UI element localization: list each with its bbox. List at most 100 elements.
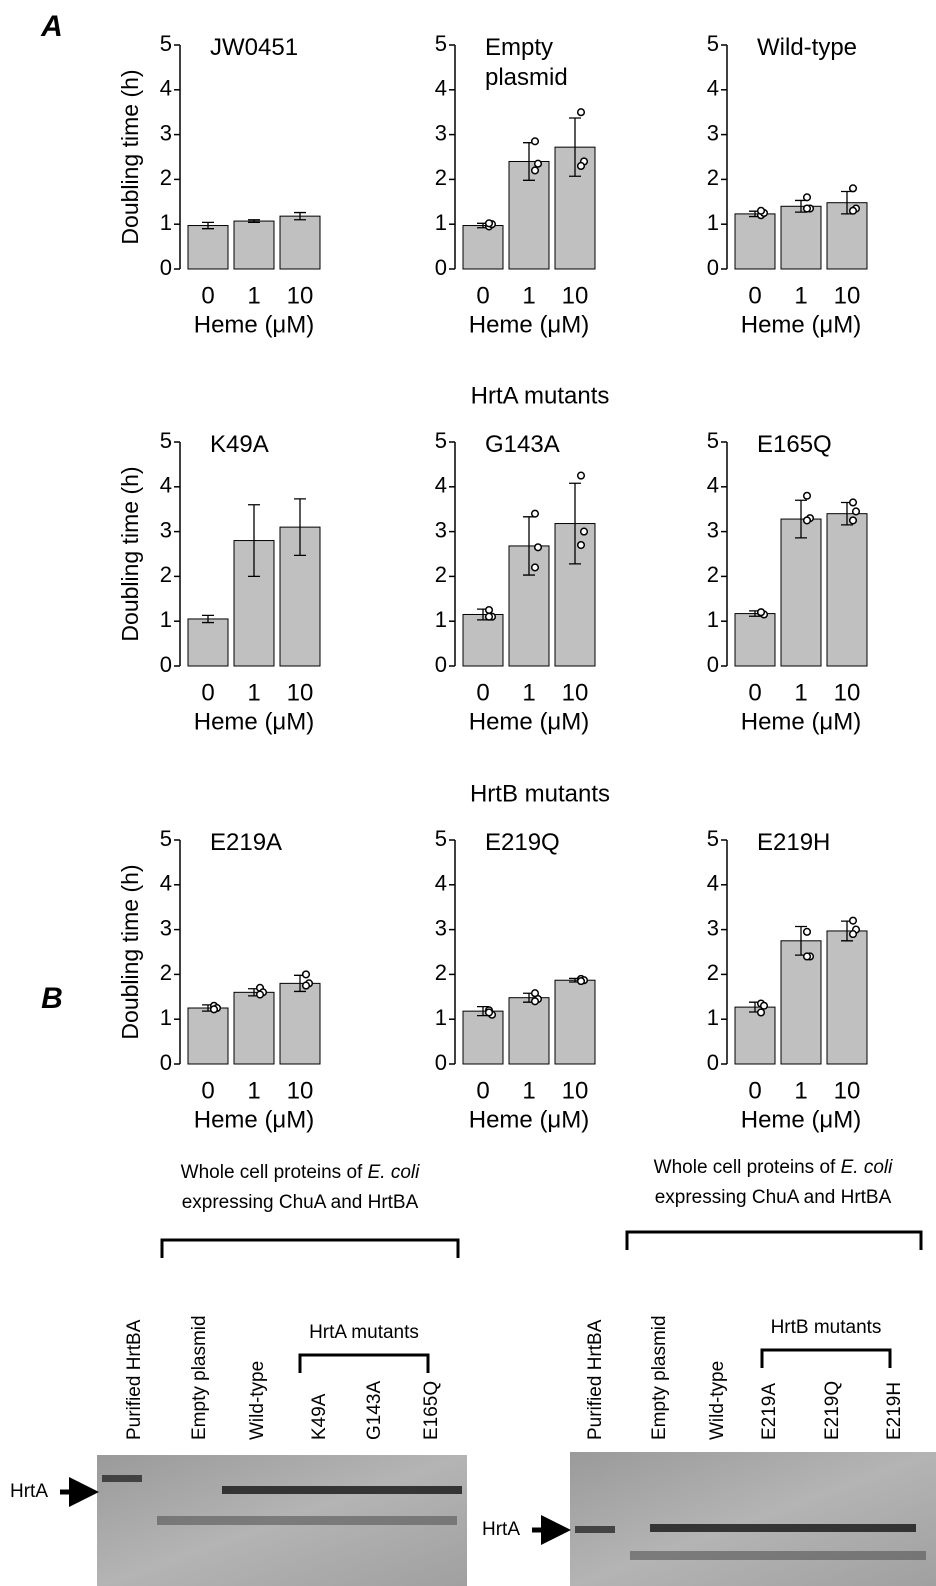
y-axis-label: Doubling time (h) bbox=[117, 864, 143, 1039]
panel-label: A bbox=[40, 10, 63, 43]
x-tick-label: 1 bbox=[247, 282, 260, 309]
row-title: HrtA mutants bbox=[471, 382, 610, 409]
data-point bbox=[578, 109, 585, 116]
x-tick-label: 10 bbox=[562, 1077, 589, 1104]
chart-title: E219A bbox=[210, 828, 340, 858]
y-axis-label: Doubling time (h) bbox=[117, 69, 143, 244]
y-tick-label: 3 bbox=[160, 120, 172, 145]
panel-label: B bbox=[41, 982, 63, 1015]
chart-title: G143A bbox=[485, 430, 615, 460]
bar bbox=[463, 226, 503, 269]
data-point bbox=[486, 607, 493, 614]
lane-label: E219A bbox=[759, 1383, 780, 1440]
y-tick-label: 0 bbox=[707, 652, 719, 677]
y-tick-label: 1 bbox=[160, 210, 172, 235]
y-tick-label: 4 bbox=[435, 871, 447, 896]
y-tick-label: 0 bbox=[435, 255, 447, 280]
data-point bbox=[804, 194, 811, 201]
data-point bbox=[303, 971, 310, 978]
x-tick-label: 0 bbox=[201, 1077, 214, 1104]
data-point bbox=[850, 207, 857, 214]
lane-label: Purified HrtBA bbox=[124, 1319, 145, 1440]
x-tick-label: 10 bbox=[287, 679, 314, 706]
header-text: Whole cell proteins of bbox=[654, 1157, 836, 1178]
y-tick-label: 4 bbox=[707, 76, 719, 101]
y-tick-label: 3 bbox=[707, 915, 719, 940]
blot-band bbox=[575, 1526, 615, 1533]
data-point bbox=[850, 517, 857, 524]
x-tick-label: 0 bbox=[201, 282, 214, 309]
data-point bbox=[804, 953, 811, 960]
data-point bbox=[486, 1009, 493, 1016]
x-tick-label: 1 bbox=[794, 1077, 807, 1104]
y-tick-label: 0 bbox=[707, 255, 719, 280]
y-tick-label: 0 bbox=[435, 652, 447, 677]
lane-label: G143A bbox=[364, 1381, 385, 1440]
x-tick-label: 10 bbox=[834, 1077, 861, 1104]
bar bbox=[735, 1007, 775, 1064]
y-tick-label: 4 bbox=[435, 76, 447, 101]
bar bbox=[781, 206, 821, 269]
blot-band bbox=[630, 1551, 926, 1560]
chart-title: K49A bbox=[210, 430, 340, 460]
bar bbox=[735, 214, 775, 269]
data-point bbox=[532, 138, 539, 145]
x-tick-label: 1 bbox=[522, 1077, 535, 1104]
data-point bbox=[850, 185, 857, 192]
data-point bbox=[211, 1006, 218, 1013]
lane-label: E219Q bbox=[822, 1381, 843, 1440]
x-tick-label: 1 bbox=[247, 1077, 260, 1104]
data-point bbox=[532, 510, 539, 517]
bar bbox=[555, 980, 595, 1064]
chart-title: JW0451 bbox=[210, 33, 340, 63]
x-tick-label: 1 bbox=[794, 679, 807, 706]
x-axis-label: Heme (μM) bbox=[194, 1106, 315, 1133]
data-point bbox=[535, 544, 542, 551]
y-tick-label: 4 bbox=[160, 76, 172, 101]
y-tick-label: 1 bbox=[435, 607, 447, 632]
bar bbox=[781, 941, 821, 1064]
data-point bbox=[758, 609, 765, 616]
bar bbox=[509, 998, 549, 1064]
data-point bbox=[486, 220, 493, 227]
data-point bbox=[850, 499, 857, 506]
y-tick-label: 3 bbox=[435, 517, 447, 542]
group-label: HrtB mutants bbox=[771, 1317, 882, 1338]
x-tick-label: 0 bbox=[201, 679, 214, 706]
blot-band bbox=[650, 1524, 916, 1532]
data-point bbox=[758, 207, 765, 214]
y-tick-label: 4 bbox=[707, 473, 719, 498]
bar bbox=[781, 519, 821, 666]
x-axis-label: Heme (μM) bbox=[469, 1106, 590, 1133]
figure: A HrtA mutants HrtB mutants B 0 1 2 3 4 5 Doub… bbox=[0, 0, 936, 1586]
y-tick-label: 2 bbox=[160, 165, 172, 190]
y-tick-label: 1 bbox=[435, 1005, 447, 1030]
lane-label: Empty plasmid bbox=[649, 1315, 670, 1440]
y-tick-label: 2 bbox=[435, 165, 447, 190]
x-tick-label: 0 bbox=[748, 282, 761, 309]
data-point bbox=[532, 564, 539, 571]
y-tick-label: 5 bbox=[160, 428, 172, 453]
y-tick-label: 2 bbox=[160, 960, 172, 985]
data-point bbox=[578, 163, 585, 170]
y-tick-label: 0 bbox=[707, 1050, 719, 1075]
blot-band bbox=[157, 1516, 457, 1525]
data-point bbox=[850, 917, 857, 924]
data-point bbox=[804, 929, 811, 936]
figure-canvas: A HrtA mutants HrtB mutants B 0 1 2 3 4 5 Doub… bbox=[0, 0, 936, 1586]
y-tick-label: 5 bbox=[707, 428, 719, 453]
x-tick-label: 10 bbox=[287, 282, 314, 309]
bar bbox=[463, 1011, 503, 1064]
blot-image bbox=[570, 1452, 936, 1586]
row-title: HrtB mutants bbox=[470, 780, 610, 807]
data-point bbox=[486, 613, 493, 620]
bar bbox=[280, 983, 320, 1064]
x-axis-label: Heme (μM) bbox=[194, 311, 315, 338]
y-tick-label: 3 bbox=[160, 915, 172, 940]
y-tick-label: 5 bbox=[435, 428, 447, 453]
bar bbox=[188, 226, 228, 269]
header-text: expressing ChuA and HrtBA bbox=[655, 1187, 892, 1208]
header-text: expressing ChuA and HrtBA bbox=[182, 1192, 419, 1213]
x-tick-label: 1 bbox=[794, 282, 807, 309]
